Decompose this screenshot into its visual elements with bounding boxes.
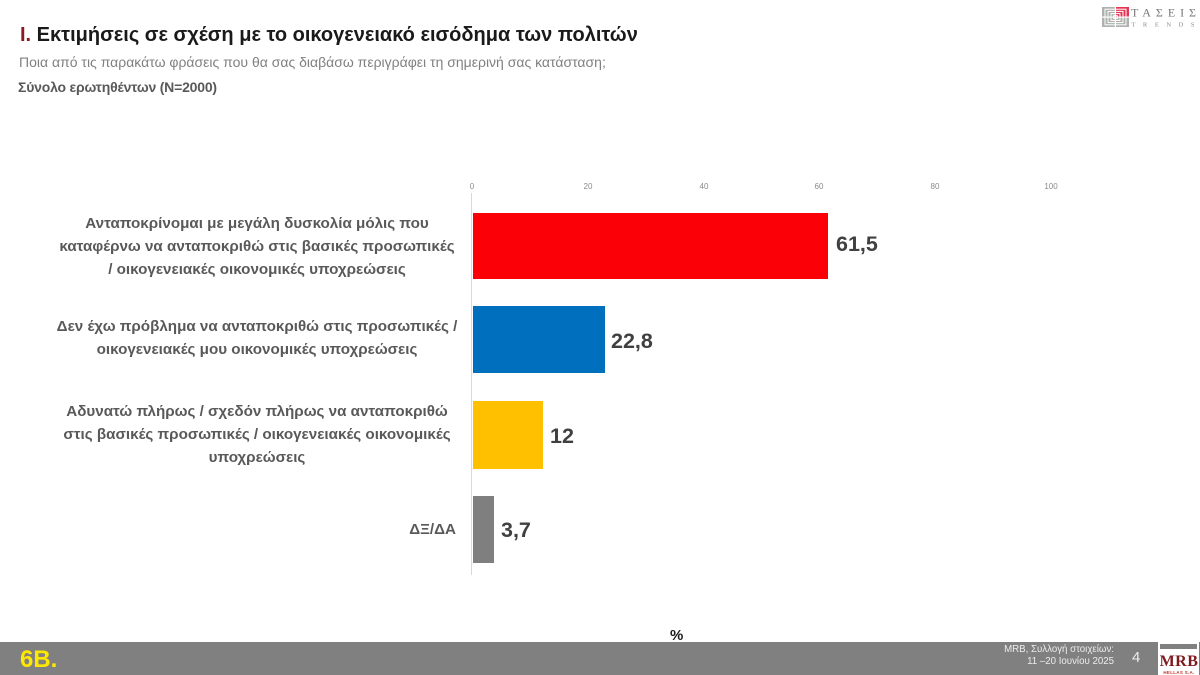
svg-text:T R E N D S: T R E N D S	[1132, 22, 1195, 29]
svg-text:ΤΑΣΕΙΣ: ΤΑΣΕΙΣ	[1131, 7, 1196, 20]
